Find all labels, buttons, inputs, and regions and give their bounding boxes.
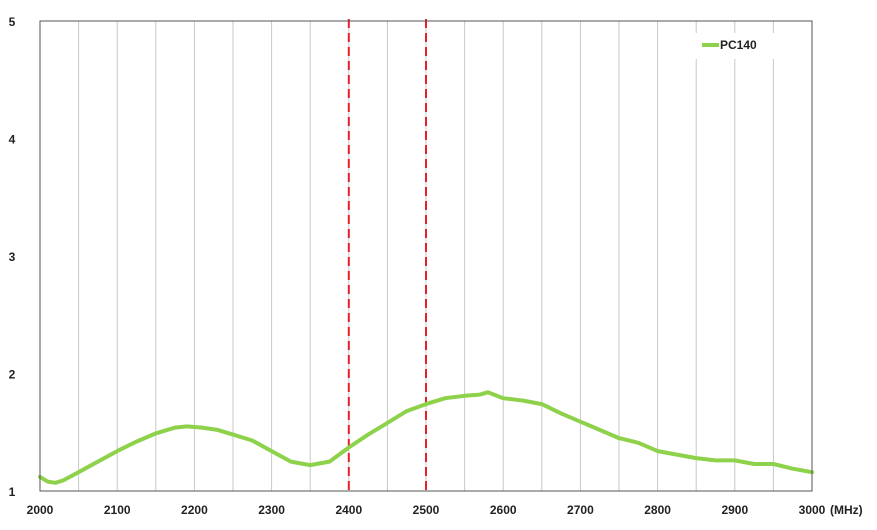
- series-layer: [38, 390, 814, 485]
- x-tick-label-2700: 2700: [567, 503, 594, 517]
- series-line-pc140: [38, 390, 814, 485]
- x-tick-label-2800: 2800: [644, 503, 671, 517]
- legend-label-pc140: PC140: [720, 38, 757, 52]
- x-tick-label-2300: 2300: [258, 503, 285, 517]
- x-tick-label-2400: 2400: [335, 503, 362, 517]
- legend: PC140: [695, 33, 785, 59]
- x-tick-label-2500: 2500: [413, 503, 440, 517]
- reference-lines: [347, 19, 427, 491]
- x-axis-unit-label: (MHz): [830, 503, 863, 517]
- x-tick-label-2900: 2900: [721, 503, 748, 517]
- x-axis-ticks: 2000 2100 2200 2300 2400 2500 2600 2700 2800 2900…: [27, 503, 826, 517]
- y-tick-label-1: 1: [9, 485, 16, 499]
- y-tick-label-2: 2: [9, 368, 16, 382]
- plot-frame: [39, 20, 813, 492]
- y-tick-label-4: 4: [9, 133, 16, 147]
- y-axis-ticks: 1 2 3 4 5: [9, 15, 16, 499]
- x-tick-label-2600: 2600: [490, 503, 517, 517]
- y-tick-label-5: 5: [9, 15, 16, 29]
- x-tick-label-2000: 2000: [27, 503, 54, 517]
- y-tick-label-3: 3: [9, 250, 16, 264]
- x-tick-label-2200: 2200: [181, 503, 208, 517]
- x-tick-label-2100: 2100: [104, 503, 131, 517]
- x-tick-label-3000: 3000: [799, 503, 826, 517]
